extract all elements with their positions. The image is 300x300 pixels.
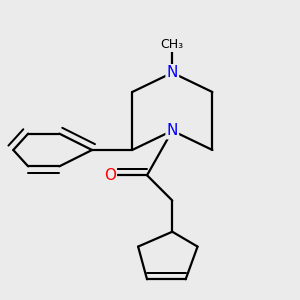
- Text: CH₃: CH₃: [161, 38, 184, 51]
- Text: N: N: [167, 123, 178, 138]
- Text: O: O: [104, 168, 116, 183]
- Text: N: N: [167, 65, 178, 80]
